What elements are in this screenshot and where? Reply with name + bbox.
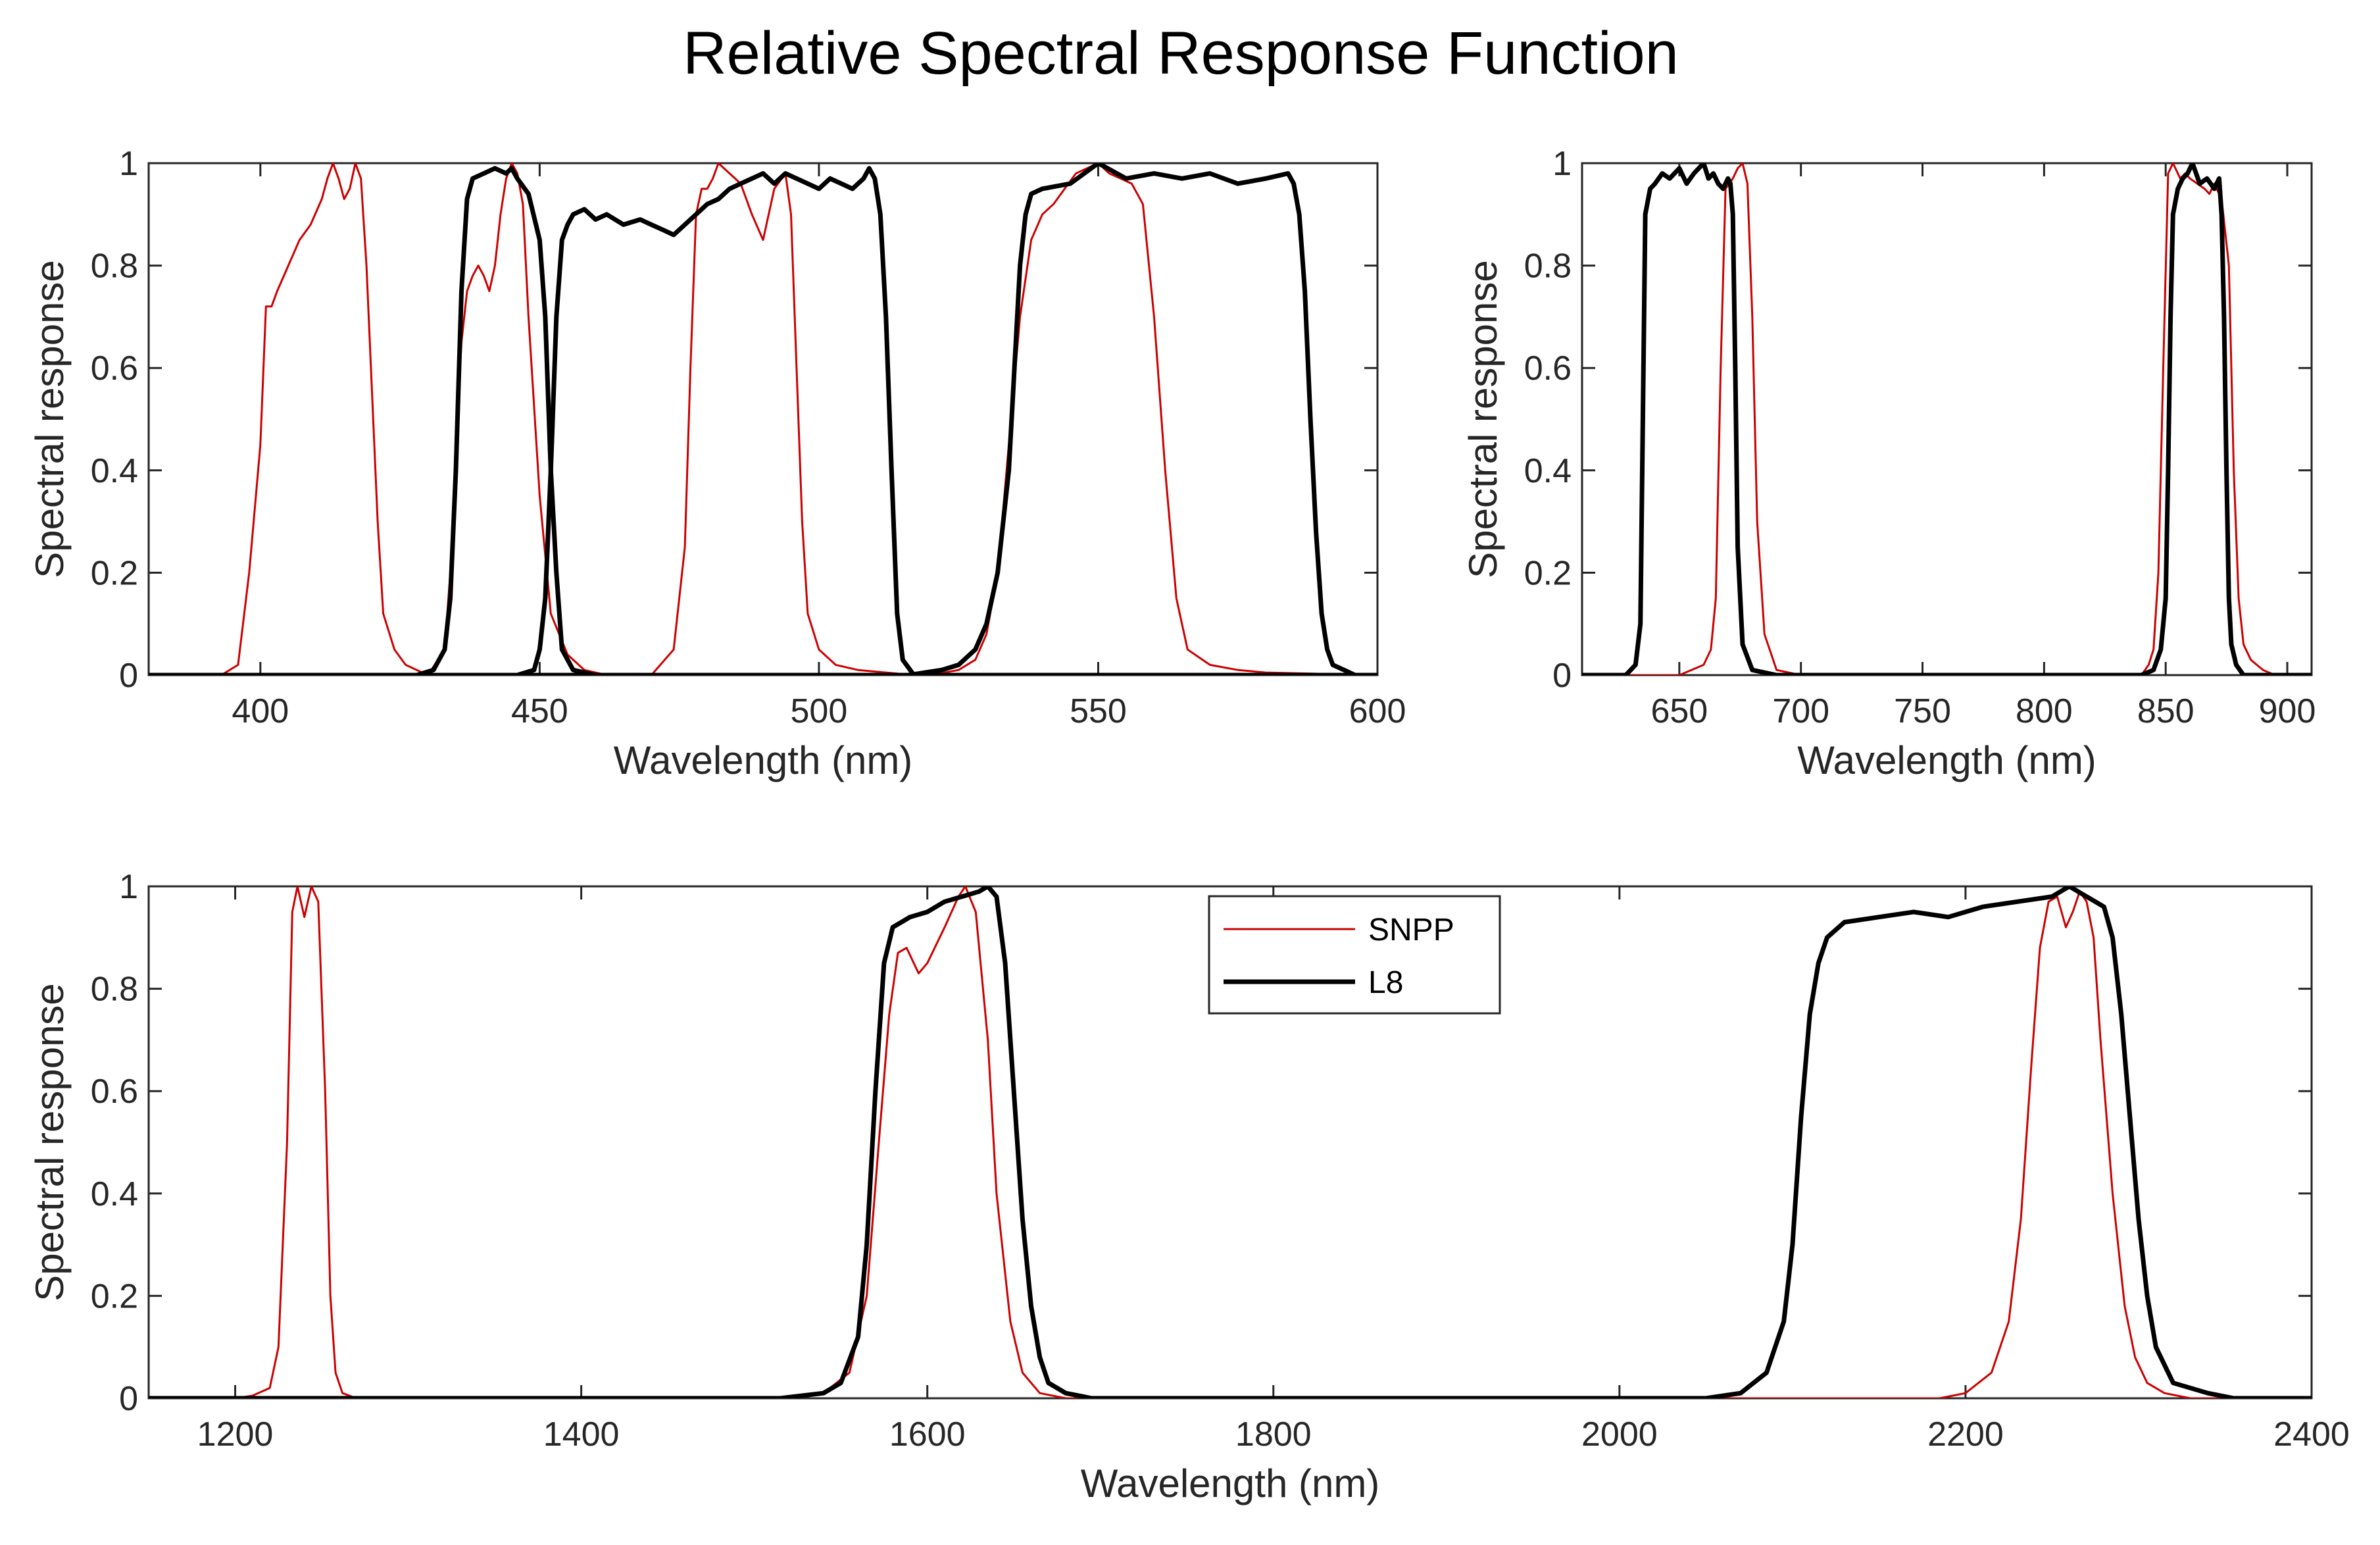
x-tick-label-swir: 1600 (889, 1415, 966, 1454)
series-line-snpp-nir (1582, 163, 2312, 675)
legend-label-l8: L8 (1368, 965, 1403, 1000)
x-tick-label-nir: 650 (1650, 692, 1708, 730)
legend-label-snpp: SNPP (1368, 913, 1454, 948)
x-tick-label-nir: 900 (2259, 692, 2316, 730)
y-axis-label-swir: Spectral response (28, 983, 72, 1302)
x-tick-label-swir: 2000 (1581, 1415, 1658, 1454)
axes-box-nir (1581, 162, 2313, 676)
panel-nir: 650 700 750 800 850 900 0 0.2 0.4 0.6 0.8 1 Waveleng… (1461, 145, 2316, 782)
x-tick-label-swir: 2400 (2273, 1415, 2350, 1454)
y-tick-label-swir: 0.8 (91, 971, 138, 1009)
y-tick-label-nir: 0 (1552, 657, 1572, 695)
x-tick-label-vis: 550 (1070, 692, 1127, 730)
x-tick-label-swir: 1200 (197, 1415, 274, 1454)
y-tick-label-nir: 0.2 (1524, 554, 1572, 592)
y-tick-label-nir: 0.8 (1524, 247, 1572, 286)
y-axis-label-nir: Spectral response (1461, 260, 1505, 578)
series-group-vis (149, 163, 1377, 675)
x-tick-label-nir: 850 (2137, 692, 2194, 730)
y-tick-label-vis: 0.2 (91, 554, 138, 592)
y-tick-label-vis: 1 (119, 145, 138, 183)
x-tick-label-nir: 700 (1772, 692, 1829, 730)
legend-box (1208, 895, 1501, 1015)
x-axis-label-vis: Wavelength (nm) (614, 738, 913, 782)
series-line-snpp-vis (149, 163, 1377, 675)
y-tick-label-swir: 0.6 (91, 1073, 138, 1111)
series-line-l8-swir (149, 886, 2312, 1398)
x-tick-label-vis: 400 (232, 692, 289, 730)
legend: SNPP L8 (1208, 895, 1501, 1015)
y-axis-label-vis: Spectral response (28, 260, 72, 578)
x-tick-label-swir: 1400 (543, 1415, 620, 1454)
series-line-snpp-vis (149, 163, 1377, 675)
plots: 400 450 500 550 600 0 0.2 0.4 0.6 0.8 1 Wavelength … (28, 145, 2350, 1506)
series-group-nir (1582, 163, 2312, 675)
axes-box-vis (147, 162, 1379, 676)
series-group-swir (149, 886, 2312, 1398)
x-axis-label-swir: Wavelength (nm) (1081, 1461, 1380, 1506)
x-tick-label-vis: 450 (511, 692, 568, 730)
y-tick-label-swir: 1 (119, 868, 138, 906)
x-tick-label-nir: 750 (1894, 692, 1951, 730)
y-tick-label-nir: 0.4 (1524, 452, 1572, 490)
series-line-l8-vis (149, 166, 1377, 675)
y-tick-label-vis: 0.6 (91, 349, 138, 388)
x-tick-label-nir: 800 (2016, 692, 2073, 730)
x-tick-label-swir: 1800 (1235, 1415, 1312, 1454)
y-tick-label-vis: 0.8 (91, 247, 138, 286)
x-tick-label-vis: 600 (1349, 692, 1406, 730)
x-tick-label-swir: 2200 (1927, 1415, 2004, 1454)
y-tick-label-swir: 0 (119, 1380, 138, 1418)
y-tick-label-vis: 0.4 (91, 452, 138, 490)
series-line-l8-nir (1582, 163, 2312, 675)
y-tick-label-swir: 0.4 (91, 1175, 138, 1213)
y-tick-label-swir: 0.2 (91, 1277, 138, 1315)
panel-vis: 400 450 500 550 600 0 0.2 0.4 0.6 0.8 1 Wavelength … (28, 145, 1406, 782)
y-tick-label-vis: 0 (119, 657, 138, 695)
series-line-l8-vis (149, 166, 1377, 675)
series-line-l8-vis (149, 163, 1377, 675)
y-tick-label-nir: 0.6 (1524, 349, 1572, 388)
x-axis-label-nir: Wavelength (nm) (1797, 738, 2096, 782)
y-tick-label-nir: 1 (1552, 145, 1572, 183)
chart-title: Relative Spectral Response Function (683, 20, 1679, 87)
x-tick-label-vis: 500 (791, 692, 848, 730)
